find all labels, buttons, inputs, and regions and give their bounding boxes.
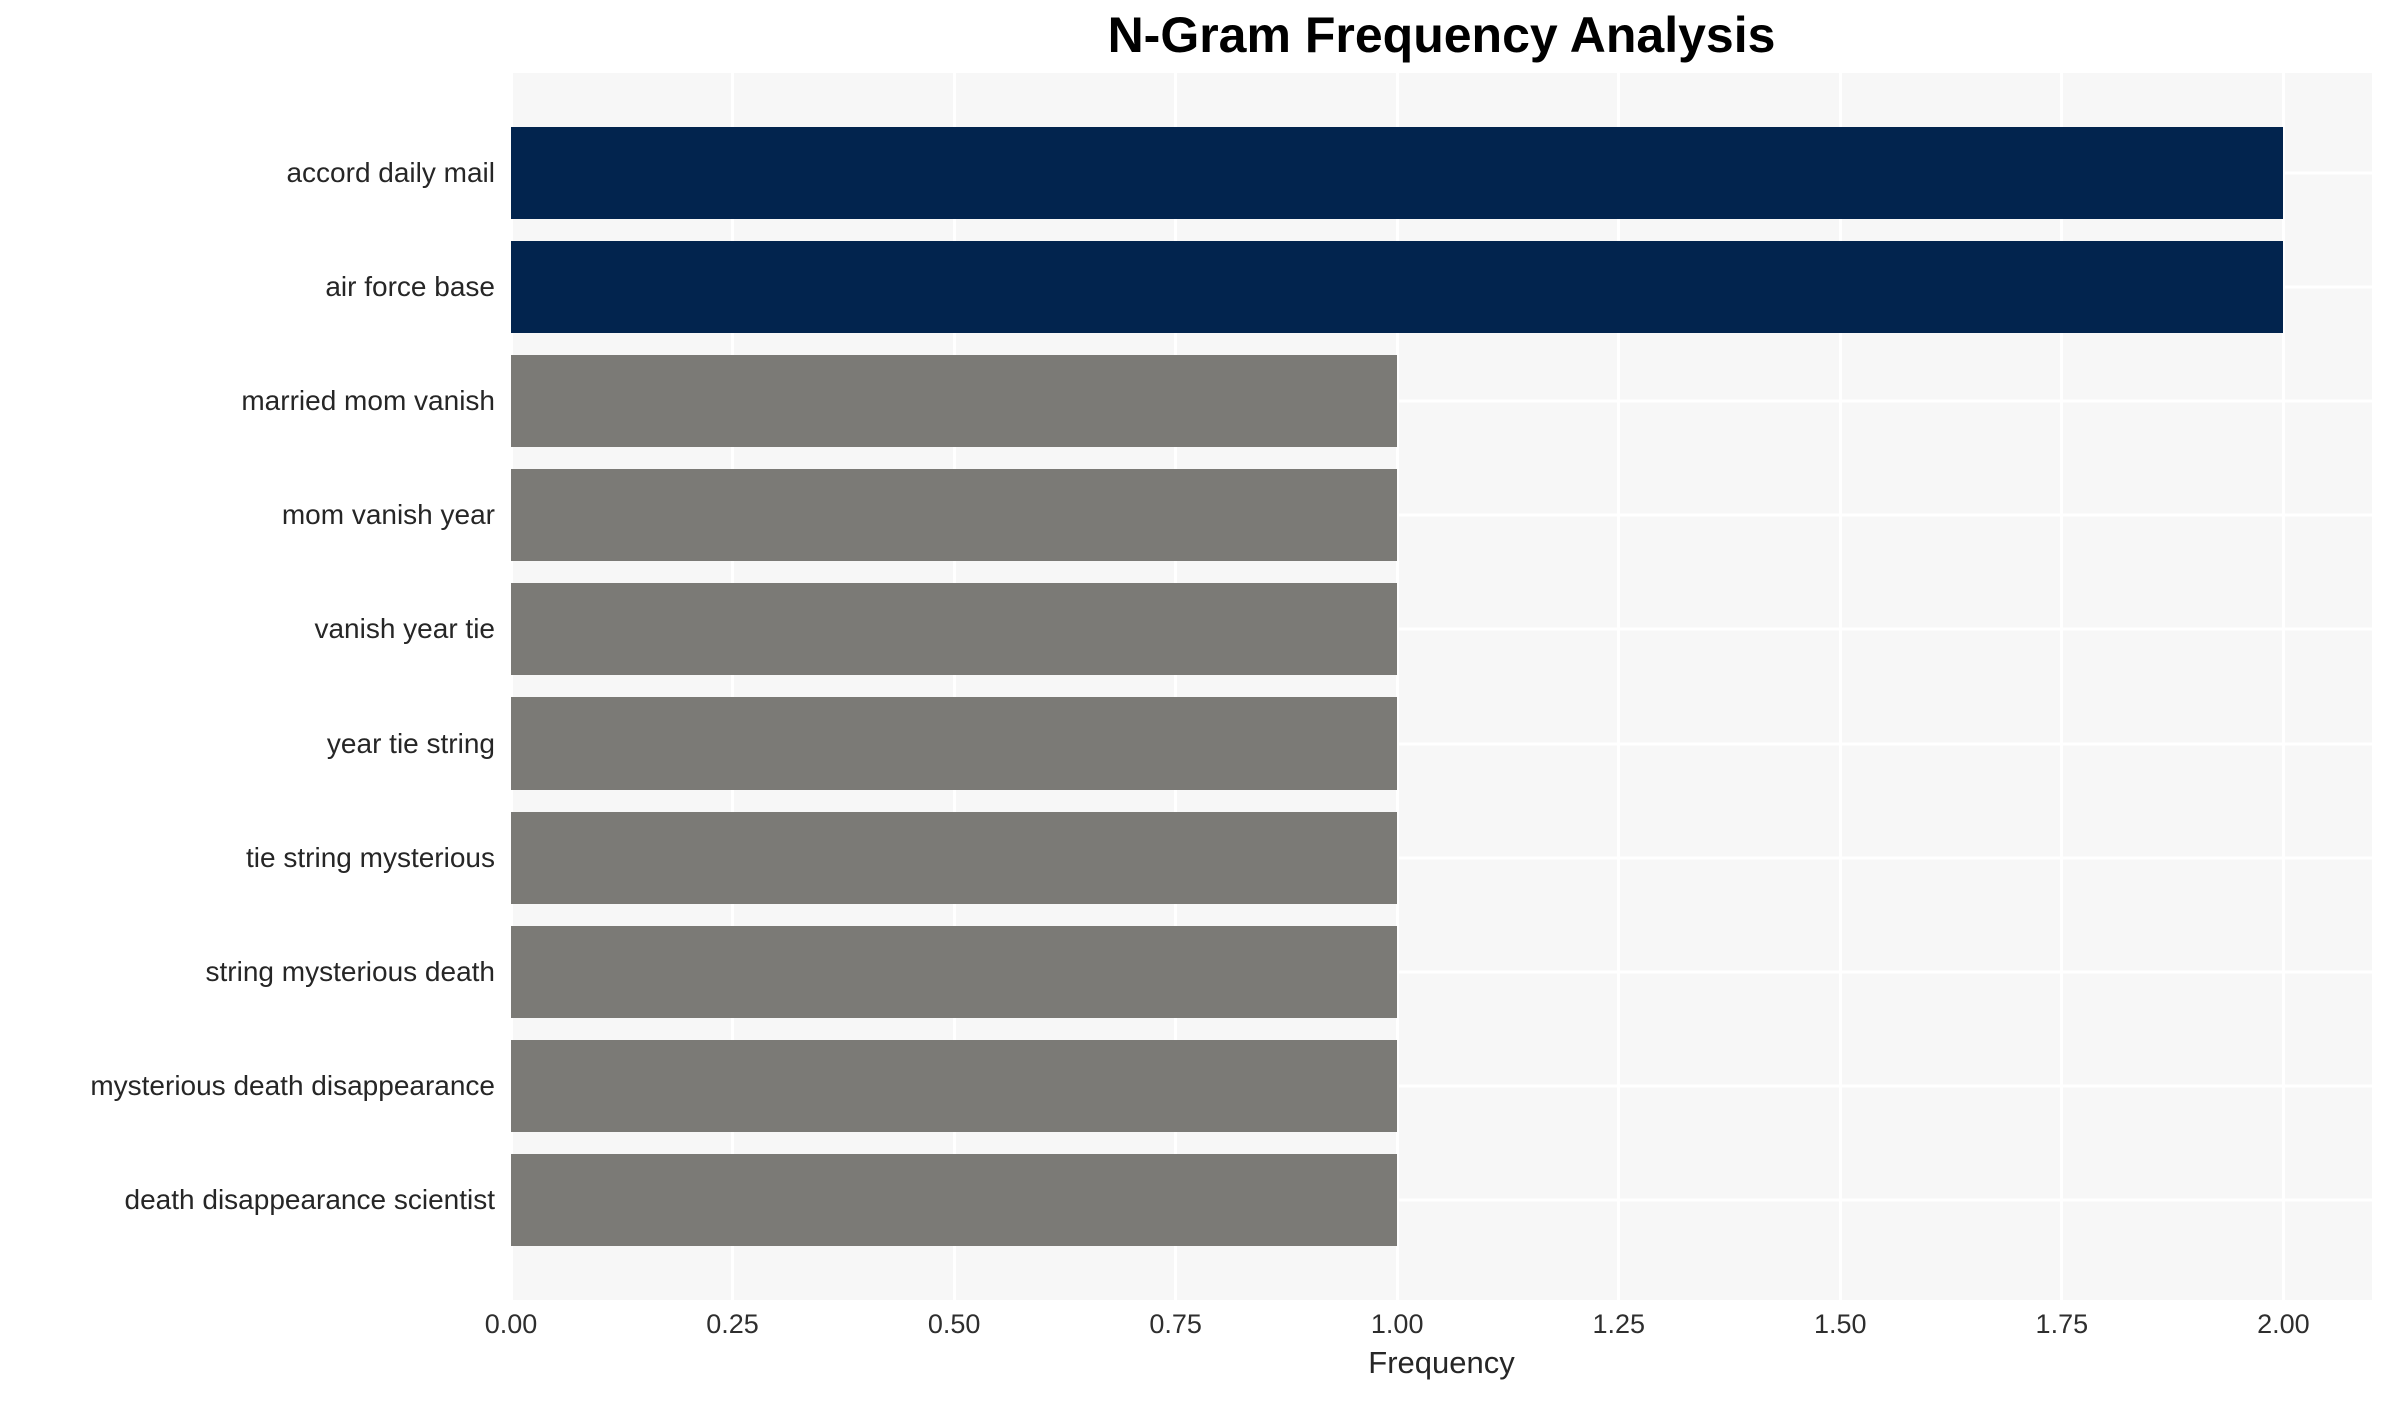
vertical-gridline [2281,73,2285,1300]
x-axis-tick-label: 0.75 [1149,1309,1202,1339]
x-axis-tick-label: 0.00 [484,1309,538,1339]
category-label: year tie string [326,727,495,759]
category-label: mysterious death disappearance [90,1069,495,1101]
chart-row: string mysterious death [0,925,2372,1018]
bar-track [511,697,2372,790]
horizontal-gridline [511,742,2372,746]
category-label: death disappearance scientist [124,1183,495,1215]
chart-row: mysterious death disappearance [0,1039,2372,1132]
bar-track [511,1039,2372,1132]
horizontal-gridline [511,856,2372,860]
horizontal-gridline [511,627,2372,631]
bar [511,583,1398,676]
chart-row: vanish year tie [0,583,2372,676]
chart-row: air force base [0,241,2372,334]
chart-row: year tie string [0,697,2372,790]
category-label: string mysterious death [205,955,495,987]
vertical-gridline [952,73,956,1300]
x-axis-tick-label: 1.50 [1814,1309,1867,1339]
bar [511,469,1398,562]
vertical-gridline [1174,73,1178,1300]
x-axis-tick-label: 0.25 [706,1309,759,1339]
chart-row: mom vanish year [0,469,2372,562]
vertical-gridline [1617,73,1621,1300]
category-label: vanish year tie [314,613,495,645]
x-axis-tick-label: 0.50 [927,1309,981,1339]
vertical-gridline [1395,73,1399,1300]
bar-track [511,1153,2372,1246]
bar [511,355,1398,448]
vertical-gridline [2060,73,2064,1300]
chart-row: married mom vanish [0,355,2372,448]
bar-track [511,469,2372,562]
horizontal-gridline [511,1084,2372,1088]
bar-track [511,583,2372,676]
bar [511,697,1398,790]
x-axis-tick-label: 2.00 [2257,1309,2310,1339]
bar-track [511,811,2372,904]
bar [511,1039,1398,1132]
vertical-gridline [1838,73,1842,1300]
horizontal-gridline [511,399,2372,403]
bar-rows: accord daily mail air force base married m… [0,73,2372,1300]
bar [511,127,2284,220]
horizontal-gridline [511,1198,2372,1202]
bar-track [511,355,2372,448]
x-axis-title: Frequency [1368,1345,1515,1380]
category-label: air force base [325,271,495,303]
horizontal-gridline [511,513,2372,517]
bar [511,1153,1398,1246]
bar-track [511,241,2372,334]
bar [511,241,2284,334]
x-axis-tick-label: 1.25 [1592,1309,1646,1339]
category-label: married mom vanish [241,385,495,417]
x-axis-tick-label: 1.00 [1370,1309,1424,1339]
chart-row: accord daily mail [0,127,2372,220]
vertical-gridline [731,73,735,1300]
x-axis-tick-label: 1.75 [2035,1309,2089,1339]
vertical-gridline [511,73,513,1300]
category-label: accord daily mail [286,157,495,189]
bar [511,811,1398,904]
bar-track [511,127,2372,220]
chart-row: tie string mysterious [0,811,2372,904]
horizontal-gridline [511,970,2372,974]
chart-row: death disappearance scientist [0,1153,2372,1246]
category-label: tie string mysterious [246,841,495,873]
category-label: mom vanish year [281,499,495,531]
chart-title: N-Gram Frequency Analysis [1107,7,1776,63]
bar [511,925,1398,1018]
bar-track [511,925,2372,1018]
